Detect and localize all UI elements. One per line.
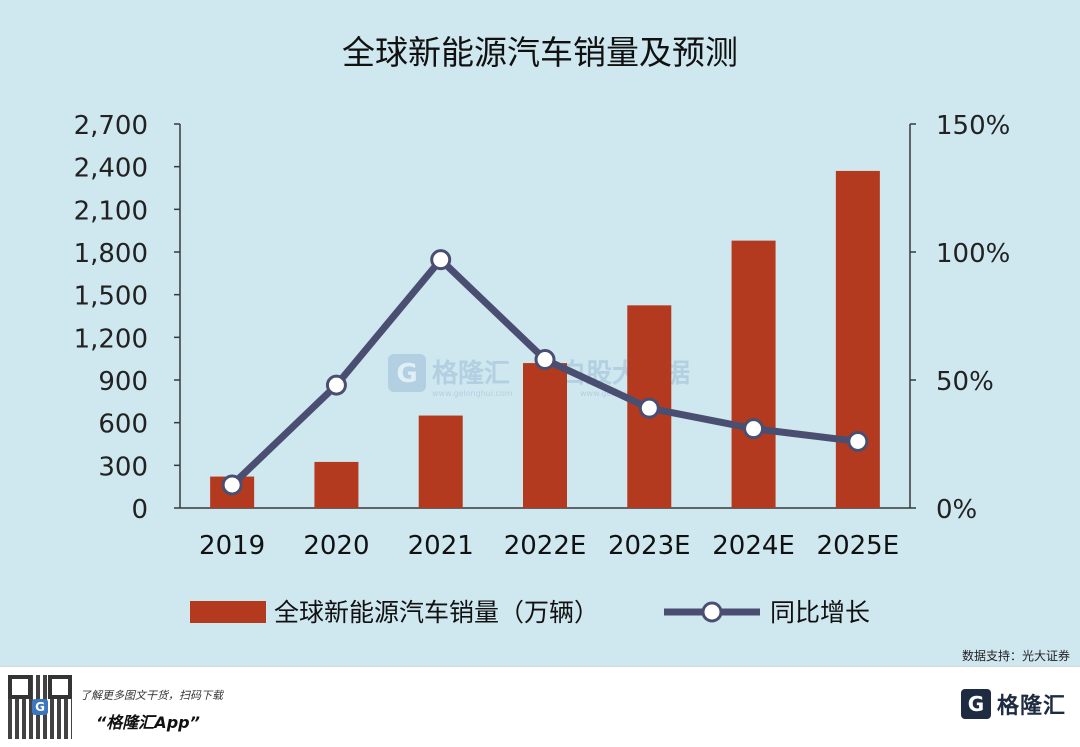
y-right-tick-label: 100%	[936, 239, 1010, 269]
y-left-tick-label: 1,200	[74, 324, 148, 354]
bar-2021	[418, 415, 463, 508]
watermark-logo-glyph: G	[396, 359, 417, 389]
x-axis-labels: 2019 2020 2021 2022E 2023E 2024E 2025E	[199, 531, 899, 561]
legend-bar-swatch	[190, 601, 266, 623]
x-tick-label: 2022E	[504, 531, 587, 561]
bar-2020	[314, 461, 359, 508]
growth-line	[221, 249, 869, 496]
y-left-tick-label: 1,500	[74, 282, 148, 312]
footer-logo-icon: G	[960, 689, 991, 719]
legend-line-marker	[701, 601, 723, 623]
qr-code[interactable]: G	[8, 675, 72, 739]
y-left-tick-label: 0	[131, 495, 148, 525]
bar-2024E	[731, 240, 776, 508]
growth-point-2024E	[743, 418, 765, 440]
watermark-brand: 格隆汇	[432, 358, 510, 389]
y-left-tick-label: 600	[98, 410, 148, 440]
growth-point-2020	[325, 374, 347, 396]
y-left-tick-label: 2,100	[74, 196, 148, 226]
growth-point-2021	[430, 249, 452, 271]
y-left-tick-label: 300	[98, 452, 148, 482]
growth-point-2019	[221, 474, 243, 496]
x-tick-label: 2024E	[712, 531, 795, 561]
x-tick-label: 2025E	[817, 531, 900, 561]
legend: 全球新能源汽车销量（万辆） 同比增长	[190, 598, 870, 627]
growth-point-2022E	[534, 349, 556, 371]
y-left-tick-label: 900	[98, 367, 148, 397]
bars	[210, 170, 880, 508]
y-left-tick-label: 2,700	[74, 111, 148, 141]
axes: 0 300 600 900 1,200 1,500 1,800 2,100 2,400 2,700…	[74, 111, 1011, 525]
footer-logo[interactable]: G 格隆汇	[960, 687, 1066, 721]
x-tick-label: 2021	[408, 531, 474, 561]
y-right-tick-label: 0%	[936, 495, 977, 525]
growth-point-2023E	[638, 397, 660, 419]
footer-logo-text: 格隆汇	[996, 694, 1066, 719]
chart-panel: 全球新能源汽车销量及预测 G 格隆汇 www.gelonghui.com 白股大…	[0, 0, 1080, 666]
y-left-tick-label: 1,800	[74, 239, 148, 269]
source-note: 数据支持：光大证券	[962, 648, 1070, 663]
y-left-tick-label: 2,400	[74, 154, 148, 184]
chart-title: 全球新能源汽车销量及预测	[342, 33, 738, 72]
footer-app-name: “格隆汇App”	[96, 713, 200, 732]
x-tick-label: 2019	[199, 531, 265, 561]
legend-line-label: 同比增长	[770, 598, 870, 627]
y-right-tick-label: 150%	[936, 111, 1010, 141]
footer: G 了解更多图文干货，扫码下载 “格隆汇App” G 格隆汇	[0, 666, 1080, 747]
x-tick-label: 2023E	[608, 531, 691, 561]
x-tick-label: 2020	[303, 531, 369, 561]
chart-svg: 全球新能源汽车销量及预测 G 格隆汇 www.gelonghui.com 白股大…	[74, 33, 1070, 663]
watermark-brand-url: www.gelonghui.com	[432, 389, 513, 398]
growth-point-2025E	[847, 430, 869, 452]
legend-bar-label: 全球新能源汽车销量（万辆）	[274, 598, 599, 627]
qr-badge: G	[32, 699, 48, 715]
footer-promo-text: 了解更多图文干货，扫码下载	[80, 689, 223, 702]
watermark-logo-icon	[388, 354, 426, 392]
y-right-tick-label: 50%	[936, 367, 994, 397]
bar-2022E	[523, 363, 567, 508]
bar-2025E	[835, 170, 880, 508]
